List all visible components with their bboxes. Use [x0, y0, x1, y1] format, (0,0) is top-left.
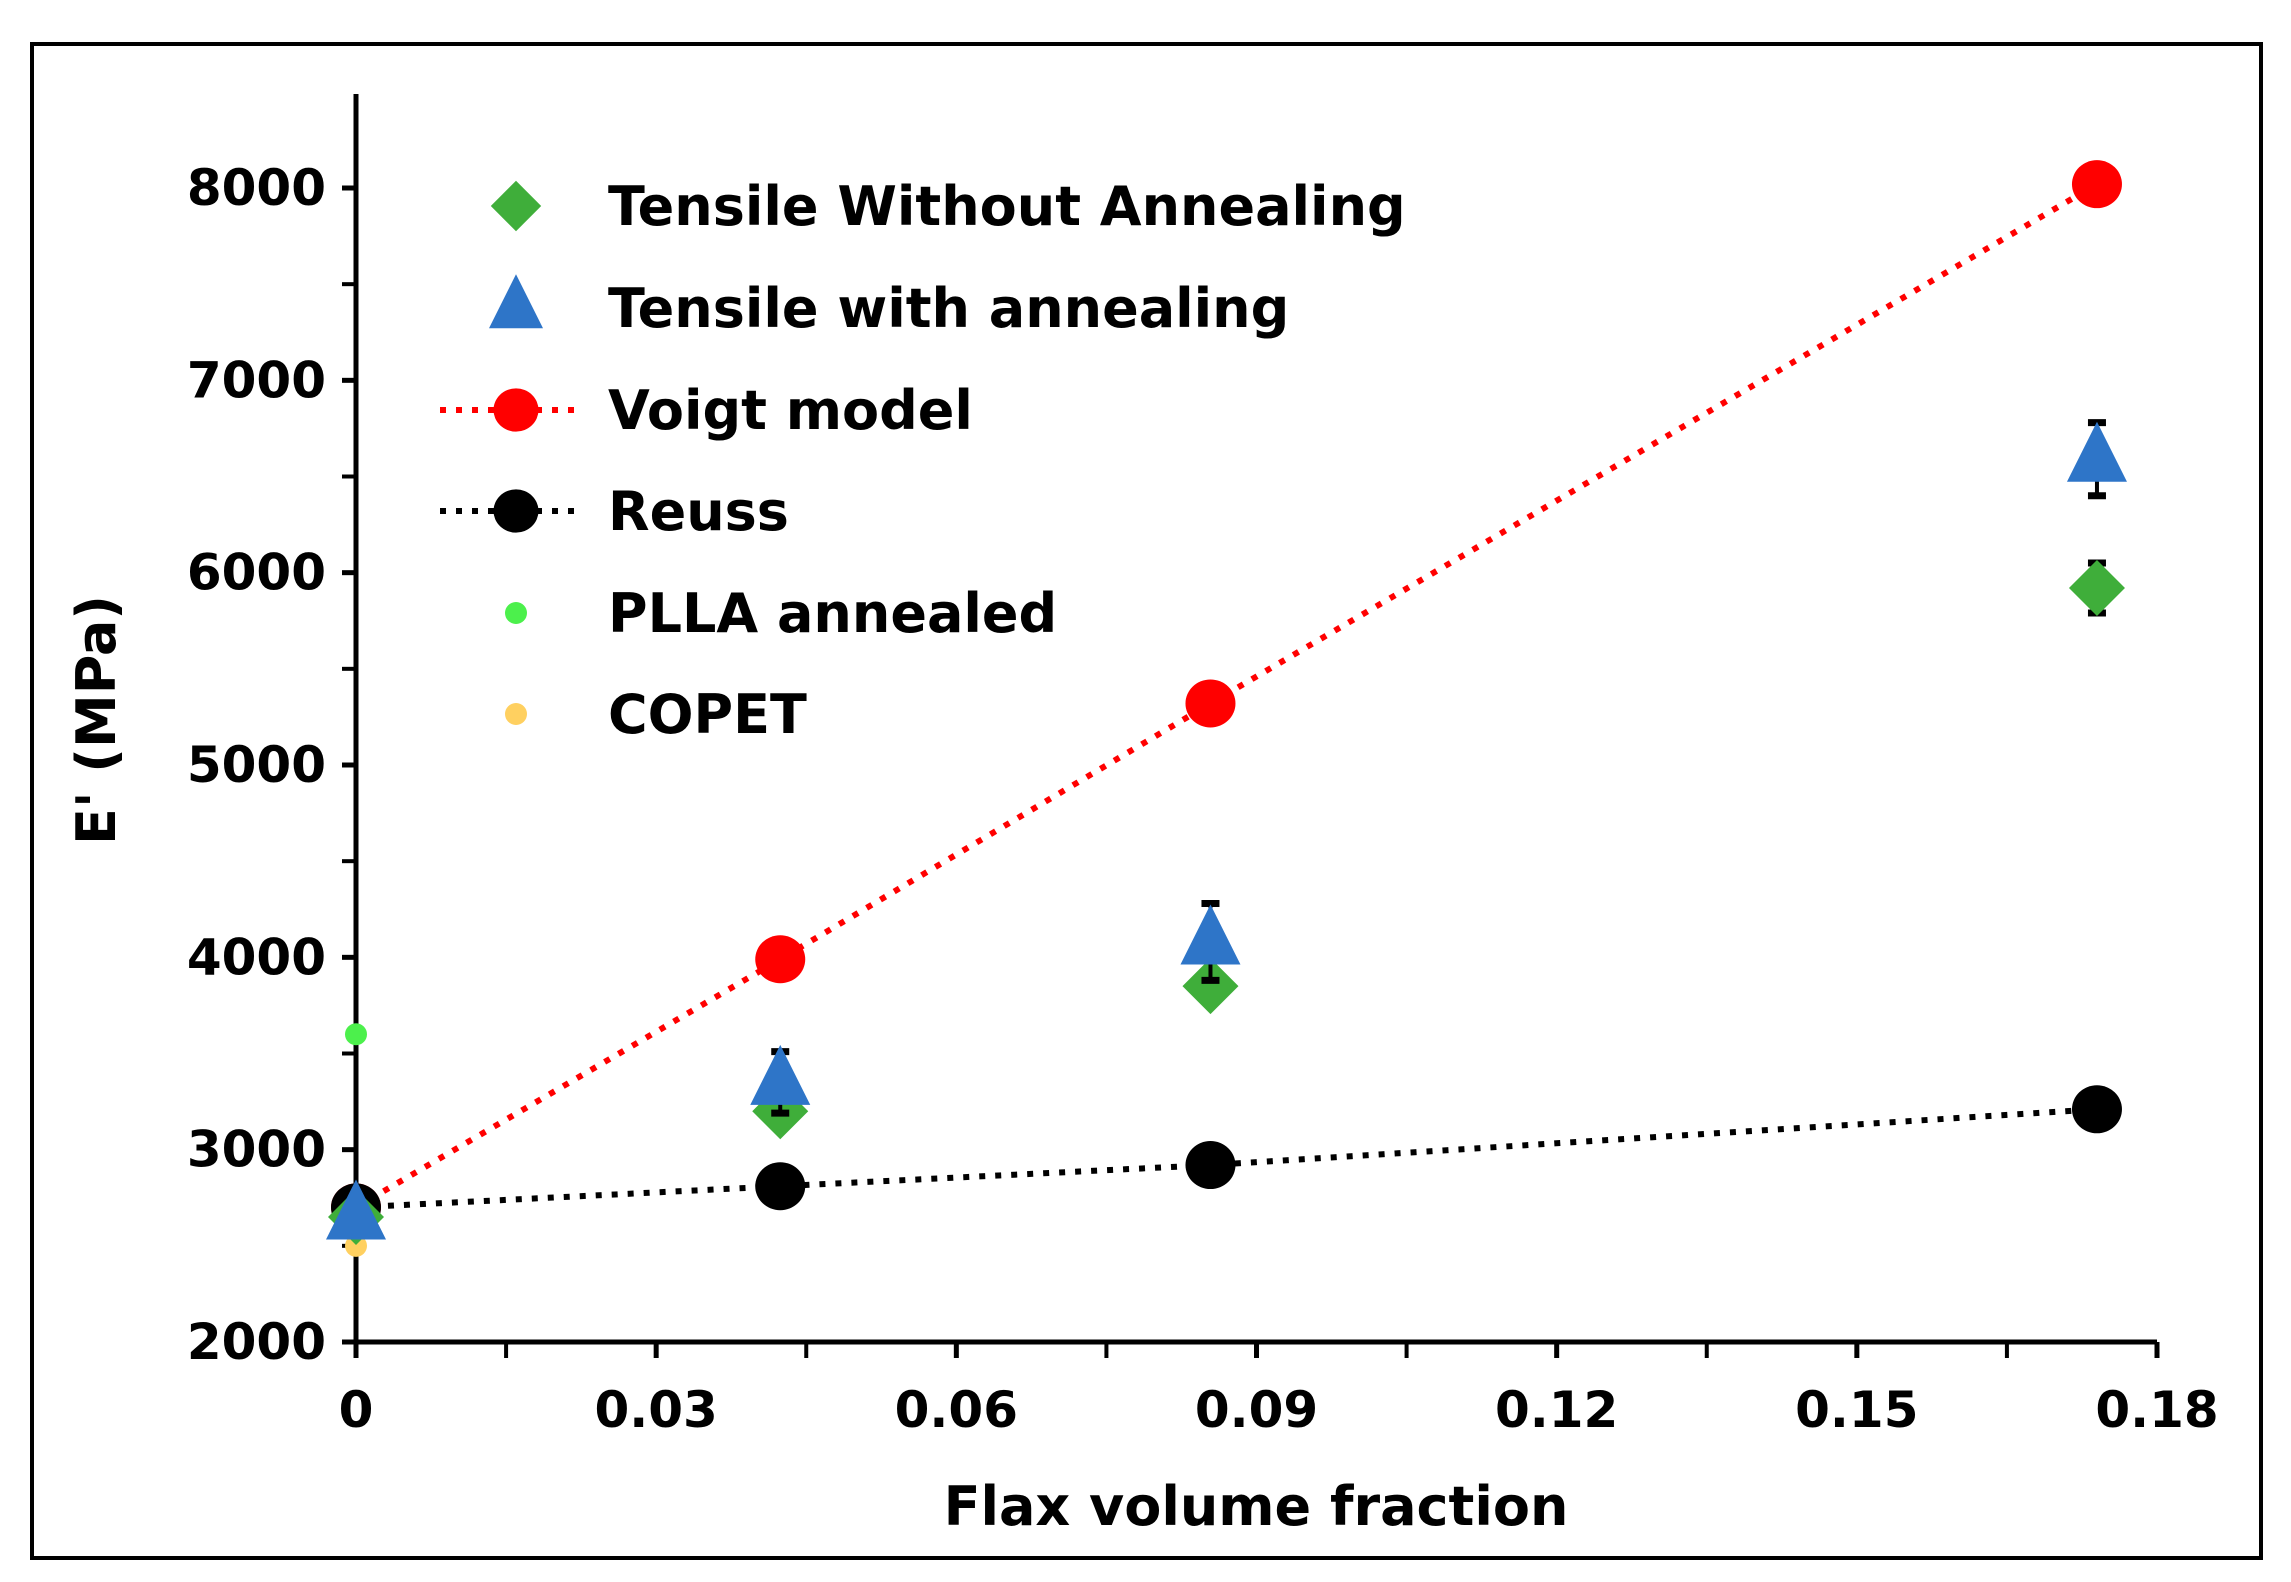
x-tick-label: 0.12 — [1495, 1381, 1618, 1439]
legend-label: Tensile with annealing — [608, 277, 1289, 340]
legend-marker-tensile-with-annealing — [489, 274, 543, 329]
legend-marker-plla-annealed — [505, 602, 527, 624]
series-line-voigt-model — [354, 181, 2099, 1210]
x-tick-label: 0 — [339, 1381, 374, 1439]
y-tick-label: 5000 — [187, 736, 326, 794]
legend-item-tensile-without-annealing: Tensile Without Annealing — [490, 175, 1406, 238]
data-point-tensile-with-annealing — [750, 1044, 811, 1105]
y-tick-label: 2000 — [187, 1313, 326, 1371]
x-tick-label: 0.18 — [2095, 1381, 2218, 1439]
data-point-copet — [345, 1234, 367, 1257]
x-tick-label: 0.09 — [1195, 1381, 1318, 1439]
series-tensile-with-annealing — [326, 419, 2127, 1240]
y-tick-label: 7000 — [187, 351, 326, 409]
data-point-tensile-without-annealing — [1182, 958, 1239, 1015]
legend-marker-reuss — [493, 489, 539, 533]
y-axis-label: E' (MPa) — [65, 595, 128, 845]
chart-frame — [30, 42, 2263, 1560]
y-tick-label: 4000 — [187, 928, 326, 986]
legend-item-voigt-model: Voigt model — [440, 379, 973, 442]
data-point-voigt-model — [1185, 679, 1236, 728]
legend-label: Voigt model — [608, 379, 973, 442]
legend-item-copet: COPET — [505, 683, 807, 746]
data-point-plla-annealed — [345, 1023, 367, 1046]
legend-marker-copet — [505, 703, 527, 725]
legend-marker-voigt-model — [493, 388, 539, 432]
legend-label: COPET — [608, 683, 807, 746]
legend-marker-tensile-without-annealing — [490, 180, 542, 232]
data-point-reuss — [755, 1162, 806, 1211]
x-tick-label: 0.03 — [594, 1381, 717, 1439]
data-point-tensile-without-annealing — [2068, 560, 2125, 617]
series-reuss — [331, 1085, 2122, 1232]
legend-item-tensile-with-annealing: Tensile with annealing — [489, 274, 1289, 340]
series-layer — [326, 160, 2127, 1257]
x-tick-label: 0.06 — [895, 1381, 1018, 1439]
series-line-reuss — [355, 1106, 2098, 1211]
legend-label: Reuss — [608, 480, 789, 543]
x-axis-label: Flax volume fraction — [944, 1475, 1569, 1538]
data-point-tensile-with-annealing — [1180, 904, 1241, 965]
legend-label: PLLA annealed — [608, 582, 1057, 645]
series-plla-annealed — [345, 1023, 367, 1046]
legend: Tensile Without Annealing Tensile with an… — [440, 175, 1406, 746]
data-point-tensile-with-annealing — [326, 1179, 386, 1240]
data-point-tensile-with-annealing — [2066, 421, 2127, 482]
series-copet — [345, 1234, 367, 1257]
y-tick-label: 6000 — [187, 544, 326, 602]
y-tick-label: 8000 — [187, 159, 326, 217]
legend-item-plla-annealed: PLLA annealed — [505, 582, 1057, 645]
data-point-reuss — [2071, 1085, 2122, 1134]
data-point-voigt-model — [2071, 160, 2122, 209]
y-tick-label: 3000 — [187, 1121, 326, 1179]
x-tick-label: 0.15 — [1795, 1381, 1918, 1439]
data-point-reuss — [1185, 1141, 1236, 1190]
legend-label: Tensile Without Annealing — [608, 175, 1406, 238]
legend-item-reuss: Reuss — [440, 480, 789, 543]
data-point-voigt-model — [755, 935, 806, 984]
axes: 2000 3000 4000 5000 6000 7000 8000 0 0.03 0.06 0.0… — [187, 94, 2219, 1439]
